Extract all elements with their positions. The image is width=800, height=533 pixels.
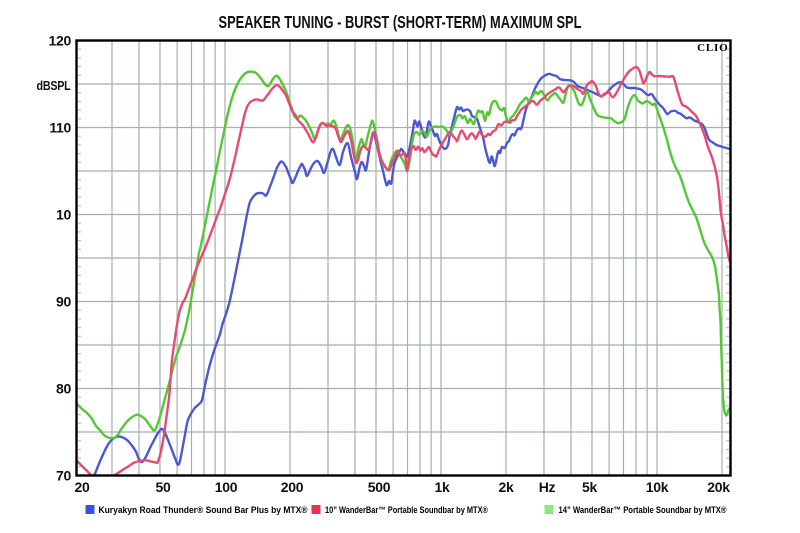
svg-text:20: 20 xyxy=(75,479,90,495)
svg-text:Kuryakyn Road Thunder® Sound B: Kuryakyn Road Thunder® Sound Bar Plus by… xyxy=(99,505,308,515)
svg-text:2k: 2k xyxy=(499,479,514,495)
svg-text:90: 90 xyxy=(56,294,71,310)
svg-text:20k: 20k xyxy=(707,479,730,495)
svg-text:10” WanderBar™ Portable Soundb: 10” WanderBar™ Portable Soundbar by MTX® xyxy=(325,505,488,515)
svg-text:50: 50 xyxy=(156,479,171,495)
svg-text:500: 500 xyxy=(368,479,391,495)
svg-text:SPEAKER TUNING - BURST (SHORT-: SPEAKER TUNING - BURST (SHORT-TERM) MAXI… xyxy=(219,12,582,32)
svg-text:10: 10 xyxy=(56,207,71,223)
svg-text:dBSPL: dBSPL xyxy=(37,78,71,93)
svg-text:Hz: Hz xyxy=(539,479,556,495)
svg-text:200: 200 xyxy=(281,479,304,495)
svg-text:70: 70 xyxy=(56,468,71,484)
svg-text:5k: 5k xyxy=(582,479,597,495)
svg-text:10k: 10k xyxy=(646,479,669,495)
svg-text:110: 110 xyxy=(49,120,71,136)
svg-text:14” WanderBar™ Portable Soundb: 14” WanderBar™ Portable Soundbar by MTX® xyxy=(559,505,727,515)
svg-text:CLIO: CLIO xyxy=(697,42,728,54)
svg-text:80: 80 xyxy=(56,381,71,397)
svg-text:1k: 1k xyxy=(435,479,450,495)
svg-text:120: 120 xyxy=(49,33,72,49)
svg-text:100: 100 xyxy=(215,479,238,495)
